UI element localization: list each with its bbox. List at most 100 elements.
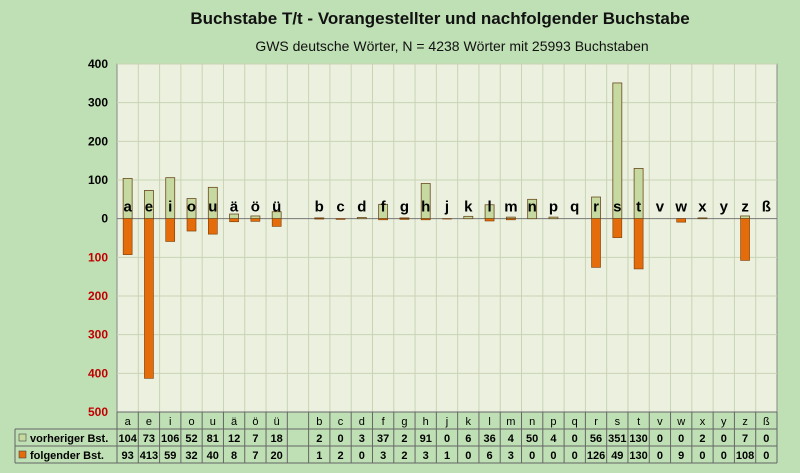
bar-vorheriger (740, 215, 750, 220)
table-header-cell: n (529, 416, 535, 428)
bar-folgender (271, 218, 282, 227)
table-value-cell: 3 (423, 450, 429, 462)
table-value-cell: 2 (401, 450, 407, 462)
table-value-cell: 6 (465, 433, 471, 445)
category-letter: a (123, 199, 132, 216)
table-header-cell: p (550, 416, 556, 428)
category-letter: l (487, 199, 491, 216)
table-value-cell: 0 (572, 433, 578, 445)
bar-folgender (165, 218, 176, 242)
bar-folgender (633, 218, 644, 270)
table-header-cell: c (338, 416, 344, 428)
table-value-cell: 0 (763, 433, 769, 445)
table-header-cell: a (125, 416, 132, 428)
bar-folgender (399, 218, 410, 220)
table-value-cell: 108 (736, 450, 754, 462)
table-header-cell: ß (763, 416, 770, 428)
bar-folgender (591, 218, 601, 268)
bar-folgender (420, 218, 431, 221)
table-header-cell: d (359, 416, 365, 428)
bar-folgender (122, 218, 133, 255)
bar-folgender (484, 218, 495, 222)
table-value-cell: 0 (359, 450, 365, 462)
plot-area (116, 63, 778, 413)
table-header-cell: ä (231, 416, 238, 428)
y-tick-label: 500 (88, 405, 108, 419)
category-letter: ö (251, 199, 260, 216)
category-letter: b (315, 199, 324, 216)
table-value-cell: 59 (164, 450, 176, 462)
category-letter: s (613, 199, 621, 216)
table-header-cell: x (700, 416, 706, 428)
legend-key (18, 450, 27, 459)
category-letter: h (421, 199, 430, 216)
table-header-cell: t (637, 416, 640, 428)
table-value-cell: 0 (699, 450, 705, 462)
category-letter: y (720, 199, 729, 216)
table-header-cell: z (742, 416, 748, 428)
table-value-cell: 2 (337, 450, 343, 462)
table-value-cell: 351 (608, 433, 626, 445)
table-value-cell: 2 (401, 433, 407, 445)
bar-folgender (676, 218, 686, 223)
category-letter: m (504, 199, 517, 216)
bar-folgender (229, 218, 239, 223)
table-value-cell: 7 (742, 433, 748, 445)
table-header-cell: j (445, 416, 448, 428)
category-letter: d (357, 199, 366, 216)
category-letter: t (636, 199, 641, 216)
table-value-cell: 0 (657, 450, 663, 462)
table-header-cell: f (382, 416, 386, 428)
table-value-cell: 93 (122, 450, 134, 462)
table-value-cell: 130 (629, 450, 647, 462)
category-letter: e (145, 199, 153, 216)
table-value-cell: 1 (444, 450, 450, 462)
table-value-cell: 81 (207, 433, 219, 445)
table-header-cell: u (210, 416, 216, 428)
category-letter: n (528, 199, 537, 216)
table-value-cell: 0 (529, 450, 535, 462)
table-value-cell: 8 (231, 450, 237, 462)
y-tick-label: 200 (88, 289, 108, 303)
category-letter: g (400, 199, 409, 216)
table-value-cell: 0 (465, 450, 471, 462)
table-header-cell: w (676, 416, 685, 428)
bar-folgender (250, 218, 261, 222)
y-tick-label: 300 (88, 328, 108, 342)
category-letter: x (698, 199, 707, 216)
bar-folgender (378, 218, 388, 221)
legend-key (18, 433, 27, 442)
table-value-cell: 0 (678, 433, 684, 445)
chart-subtitle: GWS deutsche Wörter, N = 4238 Wörter mit… (255, 38, 648, 54)
category-letter: i (168, 199, 172, 216)
table-value-cell: 56 (590, 433, 602, 445)
table-value-cell: 40 (207, 450, 219, 462)
table-value-cell: 4 (508, 433, 515, 445)
table-header-cell: b (316, 416, 322, 428)
table-value-cell: 0 (763, 450, 769, 462)
bar-folgender (208, 218, 218, 235)
table-header-cell: k (466, 416, 472, 428)
category-letter: o (187, 199, 196, 216)
table-header-cell: i (169, 416, 171, 428)
legend-label: vorheriger Bst. (30, 433, 108, 445)
table-header-cell: o (188, 416, 194, 428)
table-value-cell: 0 (337, 433, 343, 445)
table-header-cell: q (572, 416, 578, 428)
data-table: a e i o u ä ö ü b c d f g h j k l m n p q r s t v w x y z ß vorheriger… (14, 411, 778, 464)
table-value-cell: 0 (721, 433, 727, 445)
bar-folgender (144, 218, 154, 379)
table-value-cell: 106 (161, 433, 179, 445)
table-header-cell: y (721, 416, 727, 428)
category-letter: ß (762, 199, 771, 216)
table-value-cell: 20 (271, 450, 283, 462)
y-tick-label: 200 (88, 134, 108, 148)
table-value-cell: 37 (377, 433, 389, 445)
y-tick-label: 100 (88, 173, 108, 187)
category-letter: f (381, 199, 387, 216)
table-value-cell: 130 (629, 433, 647, 445)
table-header-cell: v (657, 416, 663, 428)
table-value-cell: 52 (185, 433, 197, 445)
table-header-cell: l (488, 416, 490, 428)
category-letter: v (656, 199, 665, 216)
